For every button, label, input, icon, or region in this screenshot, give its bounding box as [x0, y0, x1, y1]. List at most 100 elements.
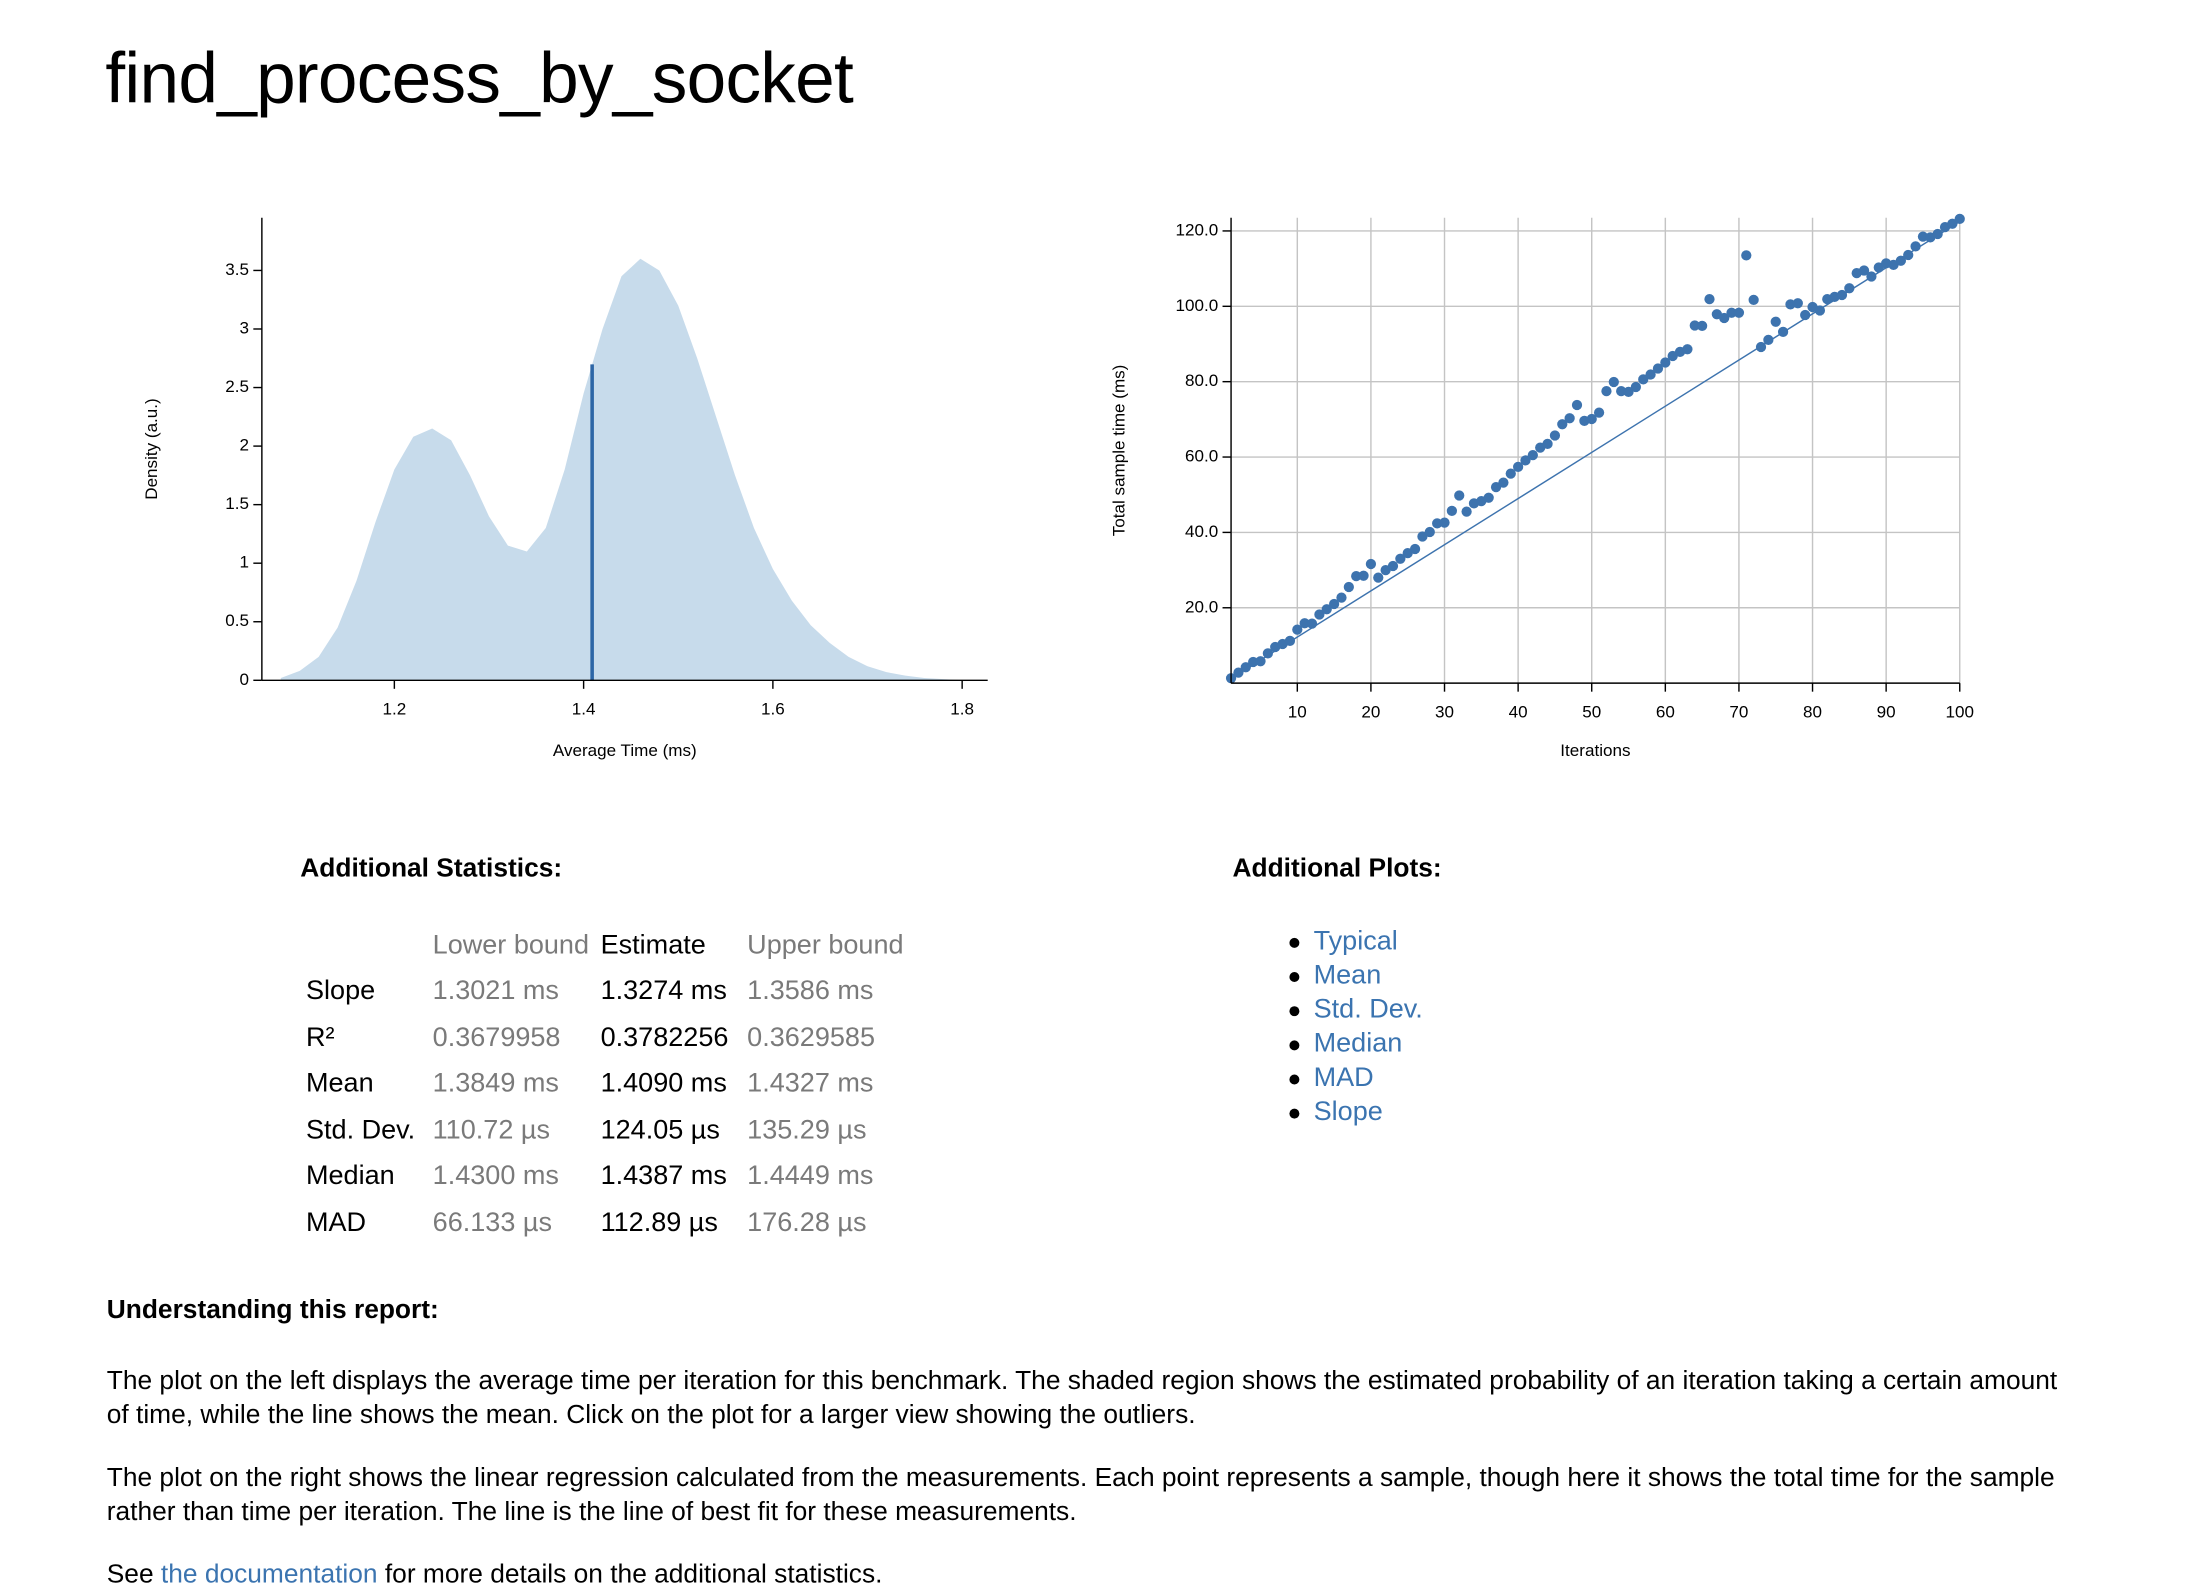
sample-point — [1498, 477, 1509, 488]
sample-point — [1748, 294, 1759, 306]
sample-point — [1233, 667, 1244, 678]
sample-point — [1697, 320, 1708, 332]
page-title: find_process_by_socket — [105, 38, 854, 119]
plot-link[interactable]: Typical — [1313, 926, 1398, 957]
plots-heading: Additional Plots: — [1232, 852, 1442, 883]
stat-value: 1.4449 ms — [747, 1161, 874, 1192]
sample-point — [1336, 592, 1347, 603]
sample-point — [1586, 413, 1597, 425]
stat-value: 1.4090 ms — [600, 1069, 727, 1099]
sample-point — [1858, 265, 1870, 276]
sample-point — [1814, 305, 1826, 316]
y-tick-label: 100.0 — [1176, 296, 1219, 315]
y-axis-label: Total sample time (ms) — [1110, 365, 1129, 537]
x-tick-label: 20 — [1361, 703, 1380, 722]
stat-value: 66.133 µs — [432, 1208, 552, 1239]
sample-point — [1240, 662, 1251, 673]
x-tick-label: 50 — [1582, 703, 1601, 722]
y-tick-label: 20.0 — [1185, 597, 1218, 616]
sample-point — [1777, 326, 1789, 338]
x-tick-label: 1.8 — [950, 700, 974, 719]
x-tick-label: 10 — [1288, 703, 1307, 722]
sample-point — [1571, 399, 1583, 411]
sample-point — [1505, 468, 1516, 479]
sample-point — [1726, 307, 1737, 318]
sample-point — [1527, 450, 1538, 461]
sample-point — [1454, 490, 1465, 501]
sample-point — [1638, 374, 1649, 385]
plot-link[interactable]: Median — [1313, 1028, 1403, 1059]
y-tick-label: 1.5 — [225, 494, 249, 513]
plot-link[interactable]: Slope — [1313, 1097, 1383, 1128]
plot-link[interactable]: Mean — [1313, 960, 1382, 991]
sample-point — [1608, 376, 1619, 388]
stat-value: 0.3629585 — [747, 1022, 876, 1053]
sample-point — [1490, 482, 1502, 493]
sample-point — [1792, 298, 1803, 309]
sample-point — [1660, 357, 1671, 368]
sample-point — [1328, 598, 1340, 610]
x-tick-label: 90 — [1877, 703, 1896, 722]
stat-value: 1.3586 ms — [747, 976, 874, 1007]
y-tick-label: 1 — [240, 553, 250, 572]
y-axis-label: Density (a.u.) — [142, 398, 161, 499]
x-tick-label: 70 — [1729, 703, 1748, 722]
x-tick-label: 80 — [1803, 703, 1822, 722]
sample-point — [1262, 648, 1273, 659]
sample-point — [1645, 369, 1656, 380]
plot-item: Mean — [1287, 959, 1423, 993]
sample-point — [1520, 455, 1531, 466]
sample-point — [1866, 271, 1877, 282]
sample-point — [1424, 526, 1435, 538]
y-tick-label: 3 — [240, 319, 250, 338]
stat-value: 1.3849 ms — [432, 1069, 559, 1099]
sample-point — [1954, 213, 1965, 225]
sample-point — [1387, 560, 1399, 572]
sample-point — [1630, 381, 1642, 393]
sample-point — [1248, 656, 1259, 668]
sample-point — [1800, 309, 1811, 321]
sample-point — [1564, 413, 1575, 424]
sample-point — [1947, 218, 1958, 229]
stat-value: 0.3679958 — [432, 1022, 561, 1053]
sample-point — [1593, 407, 1605, 418]
sample-point — [1623, 386, 1634, 397]
stat-value: 1.4300 ms — [432, 1161, 559, 1192]
column-header: Estimate — [600, 930, 706, 961]
sample-point — [1483, 492, 1494, 503]
sample-point — [1358, 570, 1369, 581]
sample-point — [1343, 581, 1354, 593]
paragraph: See the documentation for more details o… — [107, 1557, 2085, 1591]
text: for more details on the additional stati… — [384, 1558, 883, 1589]
stat-value: 1.3274 ms — [600, 976, 727, 1007]
sample-point — [1719, 312, 1730, 324]
sample-point — [1763, 334, 1774, 345]
plot-item: Std. Dev. — [1287, 993, 1423, 1027]
x-tick-label: 40 — [1509, 703, 1528, 722]
sample-point — [1409, 543, 1421, 555]
plot-link[interactable]: MAD — [1313, 1063, 1374, 1094]
doc-link[interactable]: the documentation — [160, 1558, 378, 1589]
stat-value: 0.3782256 — [600, 1022, 729, 1053]
sample-point — [1542, 438, 1553, 449]
sample-point — [1844, 283, 1855, 294]
row-label: MAD — [305, 1208, 367, 1239]
y-tick-label: 0 — [240, 670, 250, 689]
y-tick-label: 60.0 — [1185, 447, 1218, 466]
plot-item: Median — [1287, 1028, 1423, 1062]
x-axis-label: Average Time (ms) — [553, 741, 697, 760]
sample-point — [1395, 553, 1406, 564]
y-tick-label: 0.5 — [225, 611, 249, 630]
sample-point — [1682, 344, 1693, 355]
plot-link[interactable]: Std. Dev. — [1313, 994, 1423, 1025]
sample-point — [1557, 419, 1568, 430]
sample-point — [1616, 385, 1627, 397]
sample-point — [1689, 320, 1700, 331]
sample-point — [1292, 624, 1303, 635]
sample-point — [1439, 517, 1450, 528]
sample-point — [1373, 572, 1384, 583]
row-label: R² — [305, 1022, 335, 1053]
row-label: Slope — [305, 976, 376, 1007]
understanding-heading: Understanding this report: — [106, 1293, 439, 1324]
